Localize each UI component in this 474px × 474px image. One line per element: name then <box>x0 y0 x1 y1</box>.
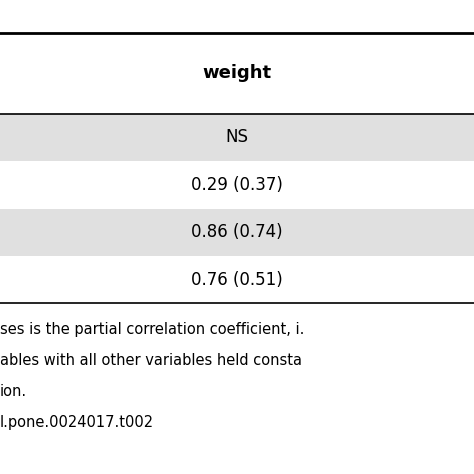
Text: weight: weight <box>202 64 272 82</box>
Text: l.pone.0024017.t002: l.pone.0024017.t002 <box>0 415 154 430</box>
Text: NS: NS <box>226 128 248 146</box>
FancyBboxPatch shape <box>0 209 474 256</box>
Text: 0.76 (0.51): 0.76 (0.51) <box>191 271 283 289</box>
Text: 0.29 (0.37): 0.29 (0.37) <box>191 176 283 194</box>
Text: 0.86 (0.74): 0.86 (0.74) <box>191 223 283 241</box>
FancyBboxPatch shape <box>0 114 474 161</box>
Text: ables with all other variables held consta: ables with all other variables held cons… <box>0 353 302 368</box>
Text: ses is the partial correlation coefficient, i.: ses is the partial correlation coefficie… <box>0 322 304 337</box>
Text: ion.: ion. <box>0 384 27 399</box>
